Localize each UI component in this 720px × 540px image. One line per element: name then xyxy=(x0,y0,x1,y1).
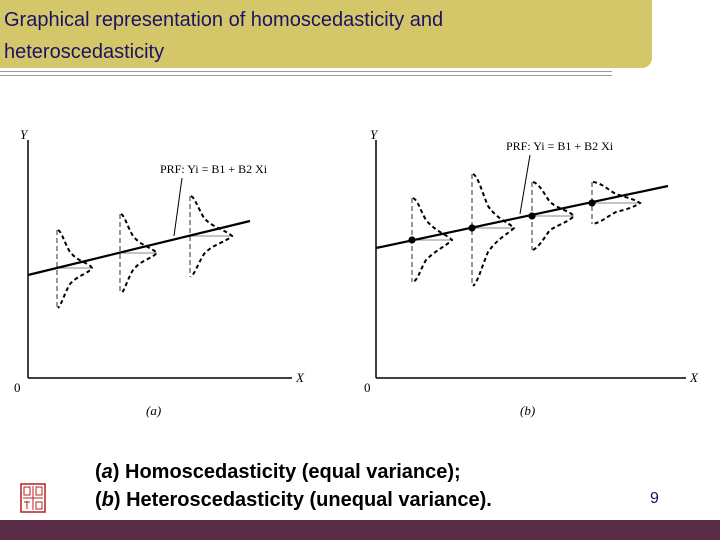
panel-a-prf-pointer xyxy=(173,177,183,237)
panel-b: Y X 0 (b) PRF: Yi = B1 + B2 Xi xyxy=(364,127,699,418)
slide-title: Graphical representation of homoscedasti… xyxy=(4,9,444,63)
caption-line-a: (a) Homoscedasticity (equal variance); xyxy=(95,461,461,483)
panel-a-sub-label: (a) xyxy=(146,403,161,418)
panel-a-prf-label: PRF: Yi = B1 + B2 Xi xyxy=(160,162,268,176)
panel-b-origin: 0 xyxy=(364,380,371,395)
caption-b-text: ) Heteroscedasticity (unequal variance). xyxy=(113,489,492,511)
panel-a-y-label: Y xyxy=(20,127,29,142)
panel-b-y-label: Y xyxy=(370,127,379,142)
title-bar: Graphical representation of homoscedasti… xyxy=(0,0,652,68)
seal-logo-icon xyxy=(20,483,46,513)
panel-b-sub-label: (b) xyxy=(520,403,535,418)
panel-b-dist-1-curve xyxy=(412,197,454,283)
panel-a-dist-1-curve xyxy=(57,229,94,309)
panel-b-dist-2-curve xyxy=(472,173,516,287)
title-rule-1 xyxy=(0,71,612,72)
caption-b-letter: b xyxy=(101,489,114,511)
panel-b-dist-4-curve xyxy=(592,181,642,225)
panel-b-prf-line xyxy=(375,184,669,250)
panel-b-mean-point xyxy=(408,236,416,244)
panel-b-mean-point xyxy=(528,212,536,220)
caption-line-b: (b) Heteroscedasticity (unequal variance… xyxy=(95,489,492,511)
panel-b-mean-point xyxy=(588,199,596,207)
caption: (a) Homoscedasticity (equal variance); (… xyxy=(95,458,655,514)
panel-a-dist-2-curve xyxy=(120,213,159,295)
panel-a: Y X 0 (a) PRF: Yi = B1 + B2 Xi xyxy=(14,127,305,418)
panel-a-origin: 0 xyxy=(14,380,21,395)
panel-b-x-label: X xyxy=(689,370,699,385)
diagram: Y X 0 (a) PRF: Yi = B1 + B2 Xi Y xyxy=(14,127,699,418)
title-rule-2 xyxy=(0,75,612,76)
panel-a-dist-3-curve xyxy=(190,195,234,278)
caption-a-letter: a xyxy=(101,461,113,483)
footer-bar xyxy=(0,520,720,540)
panel-b-prf-pointer xyxy=(519,154,531,215)
panel-b-mean-point xyxy=(468,224,476,232)
caption-a-text: ) Homoscedasticity (equal variance); xyxy=(112,461,461,483)
panel-b-prf-label: PRF: Yi = B1 + B2 Xi xyxy=(506,139,614,153)
panel-a-prf-line xyxy=(27,219,251,277)
panel-a-x-label: X xyxy=(295,370,305,385)
page-number: 9 xyxy=(650,490,659,507)
